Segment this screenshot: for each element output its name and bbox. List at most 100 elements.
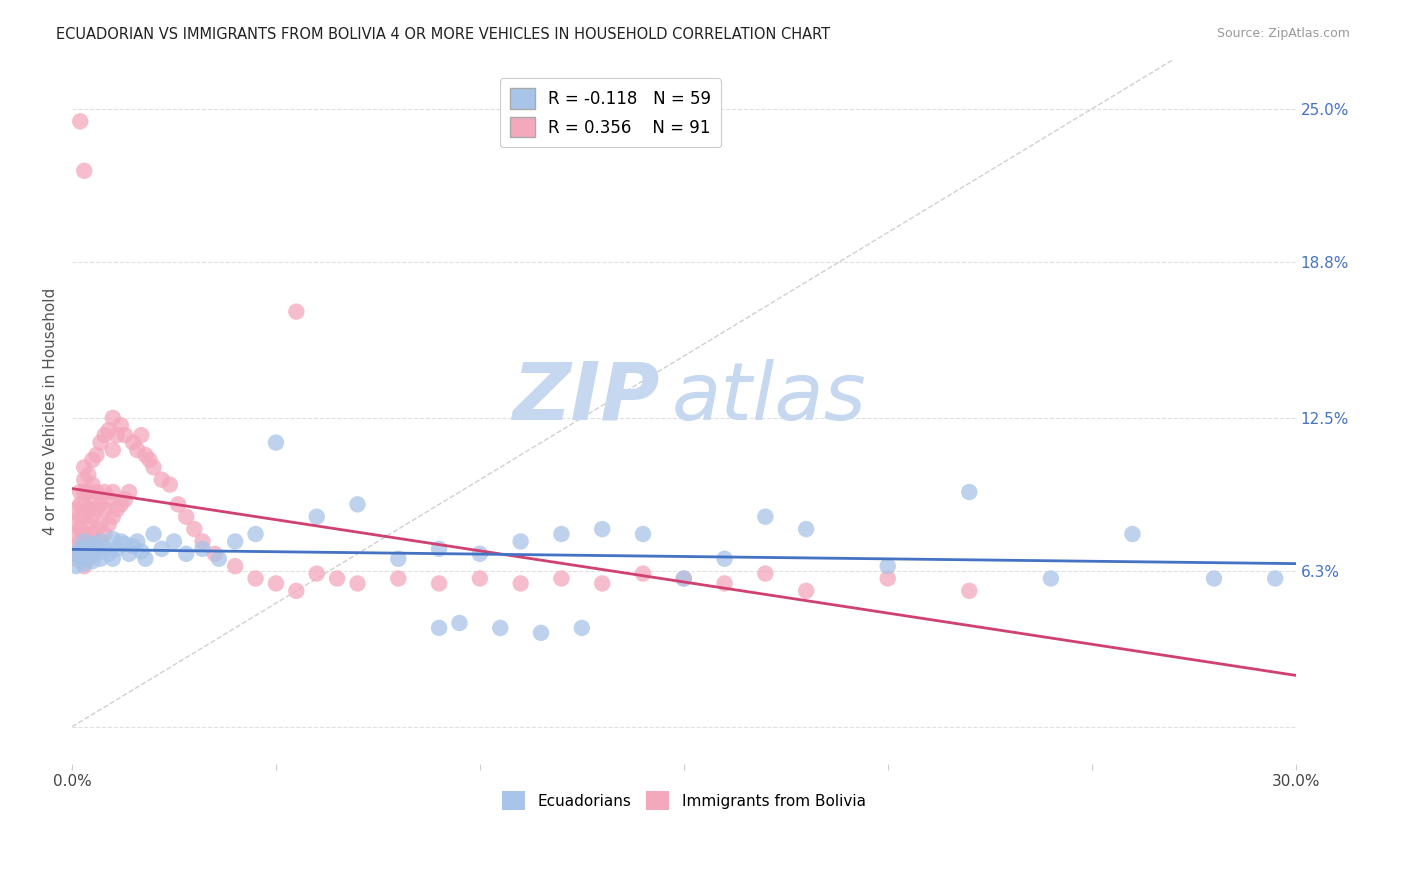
Point <box>105 541 128 556</box>
Point <box>73 460 96 475</box>
Point <box>69 534 91 549</box>
Point <box>150 473 173 487</box>
Point <box>77 544 100 558</box>
Text: atlas: atlas <box>672 359 866 436</box>
Point <box>77 517 100 532</box>
Point <box>97 492 120 507</box>
Point <box>224 534 246 549</box>
Point <box>264 576 287 591</box>
Point <box>65 517 87 532</box>
Point <box>73 534 96 549</box>
Point <box>93 527 115 541</box>
Point <box>550 527 572 541</box>
Point <box>489 621 512 635</box>
Point <box>122 435 145 450</box>
Point <box>754 566 776 581</box>
Point <box>305 509 328 524</box>
Point <box>73 541 96 556</box>
Point <box>69 509 91 524</box>
Point <box>118 485 141 500</box>
Point <box>69 497 91 511</box>
Point <box>114 492 136 507</box>
Point <box>101 509 124 524</box>
Point <box>1121 527 1143 541</box>
Point <box>713 576 735 591</box>
Point <box>65 551 87 566</box>
Point <box>77 551 100 566</box>
Point <box>264 435 287 450</box>
Point <box>591 576 613 591</box>
Point <box>73 485 96 500</box>
Text: ZIP: ZIP <box>512 359 659 436</box>
Point <box>118 547 141 561</box>
Point <box>77 534 100 549</box>
Point <box>122 540 145 554</box>
Point <box>957 485 980 500</box>
Point <box>142 460 165 475</box>
Point <box>245 527 267 541</box>
Point <box>65 541 87 556</box>
Point <box>672 572 695 586</box>
Point <box>82 453 104 467</box>
Point <box>285 583 308 598</box>
Point <box>65 527 87 541</box>
Point <box>73 473 96 487</box>
Point <box>114 537 136 551</box>
Point <box>208 551 231 566</box>
Point <box>550 572 572 586</box>
Point <box>77 502 100 516</box>
Point <box>77 549 100 564</box>
Point <box>110 497 132 511</box>
Point <box>571 621 593 635</box>
Point <box>631 566 654 581</box>
Point <box>167 497 190 511</box>
Point <box>90 435 112 450</box>
Point <box>77 467 100 482</box>
Point <box>142 527 165 541</box>
Point <box>82 554 104 568</box>
Point <box>131 544 153 558</box>
Point <box>93 541 115 556</box>
Point <box>204 547 226 561</box>
Point <box>876 559 898 574</box>
Point <box>90 551 112 566</box>
Point <box>105 502 128 516</box>
Point <box>1202 572 1225 586</box>
Point <box>713 551 735 566</box>
Point <box>191 534 214 549</box>
Point <box>134 551 156 566</box>
Point <box>73 163 96 178</box>
Point <box>387 551 409 566</box>
Y-axis label: 4 or more Vehicles in Household: 4 or more Vehicles in Household <box>44 288 58 535</box>
Point <box>591 522 613 536</box>
Point <box>183 522 205 536</box>
Point <box>131 428 153 442</box>
Point <box>174 547 197 561</box>
Point <box>127 442 149 457</box>
Point <box>97 423 120 437</box>
Point <box>138 453 160 467</box>
Point <box>346 576 368 591</box>
Point <box>449 615 471 630</box>
Point <box>101 442 124 457</box>
Point <box>93 502 115 516</box>
Point <box>134 448 156 462</box>
Point <box>163 534 186 549</box>
Point <box>90 497 112 511</box>
Legend: Ecuadorians, Immigrants from Bolivia: Ecuadorians, Immigrants from Bolivia <box>496 785 872 816</box>
Point <box>82 547 104 561</box>
Point <box>509 576 531 591</box>
Point <box>69 551 91 566</box>
Point <box>73 557 96 571</box>
Point <box>326 572 349 586</box>
Point <box>468 547 491 561</box>
Point <box>427 621 450 635</box>
Point <box>77 485 100 500</box>
Point <box>105 428 128 442</box>
Point <box>159 477 181 491</box>
Point <box>305 566 328 581</box>
Point <box>631 527 654 541</box>
Point <box>754 509 776 524</box>
Point <box>468 572 491 586</box>
Point <box>69 522 91 536</box>
